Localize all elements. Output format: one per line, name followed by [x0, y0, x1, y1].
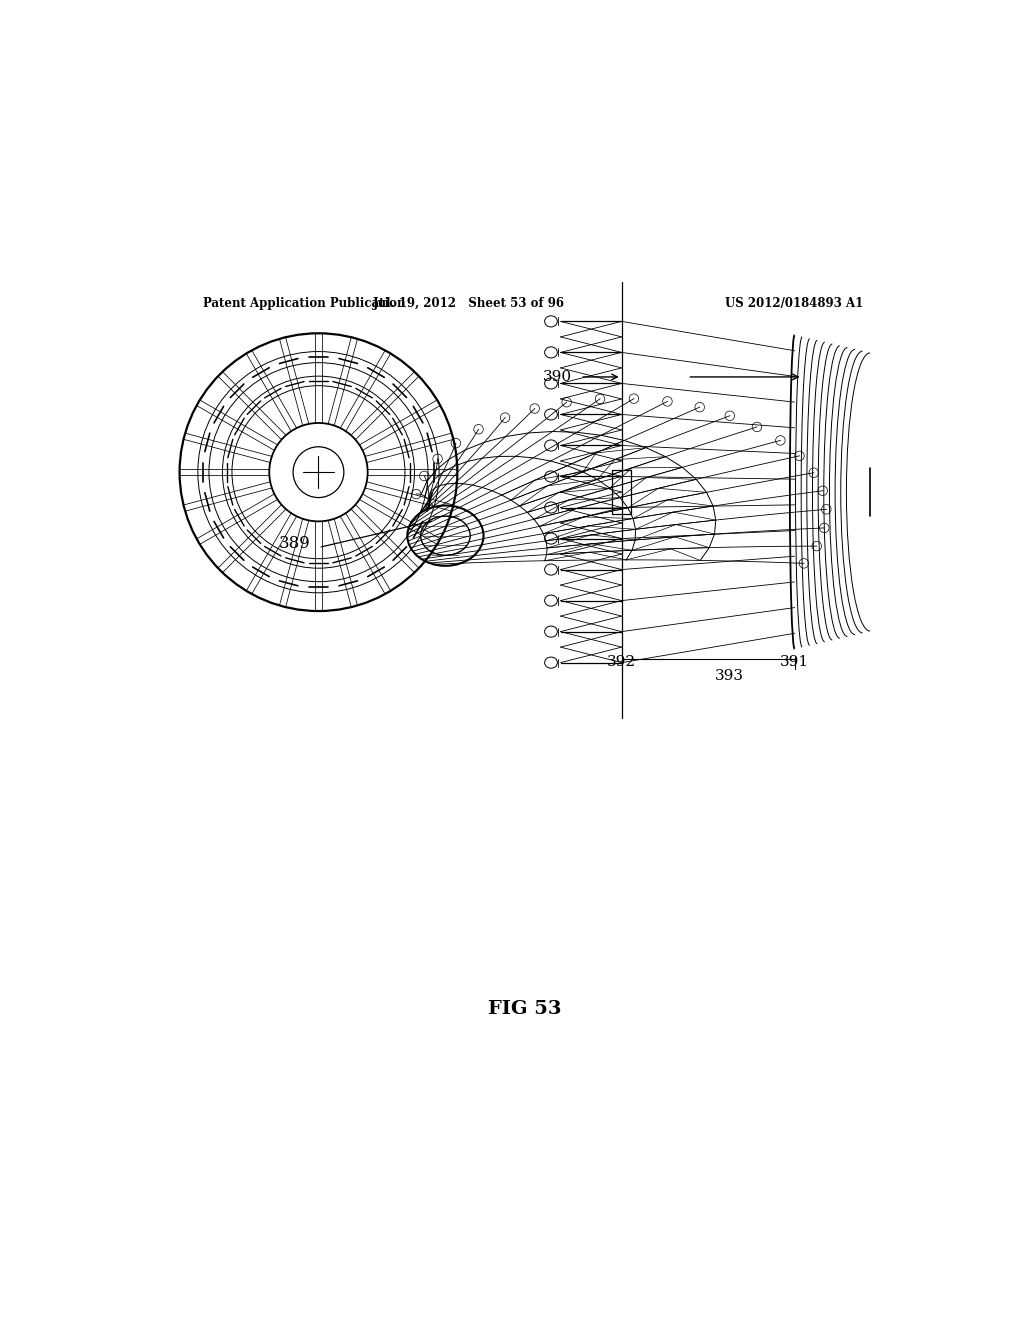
Text: 390: 390 [544, 370, 572, 384]
Text: FIG 53: FIG 53 [488, 1001, 561, 1019]
Text: 391: 391 [780, 655, 809, 669]
Text: 389: 389 [279, 535, 310, 552]
Text: 392: 392 [607, 655, 636, 669]
Text: 393: 393 [715, 669, 744, 682]
Text: Patent Application Publication: Patent Application Publication [204, 297, 406, 310]
Text: Jul. 19, 2012   Sheet 53 of 96: Jul. 19, 2012 Sheet 53 of 96 [373, 297, 565, 310]
Text: US 2012/0184893 A1: US 2012/0184893 A1 [725, 297, 864, 310]
